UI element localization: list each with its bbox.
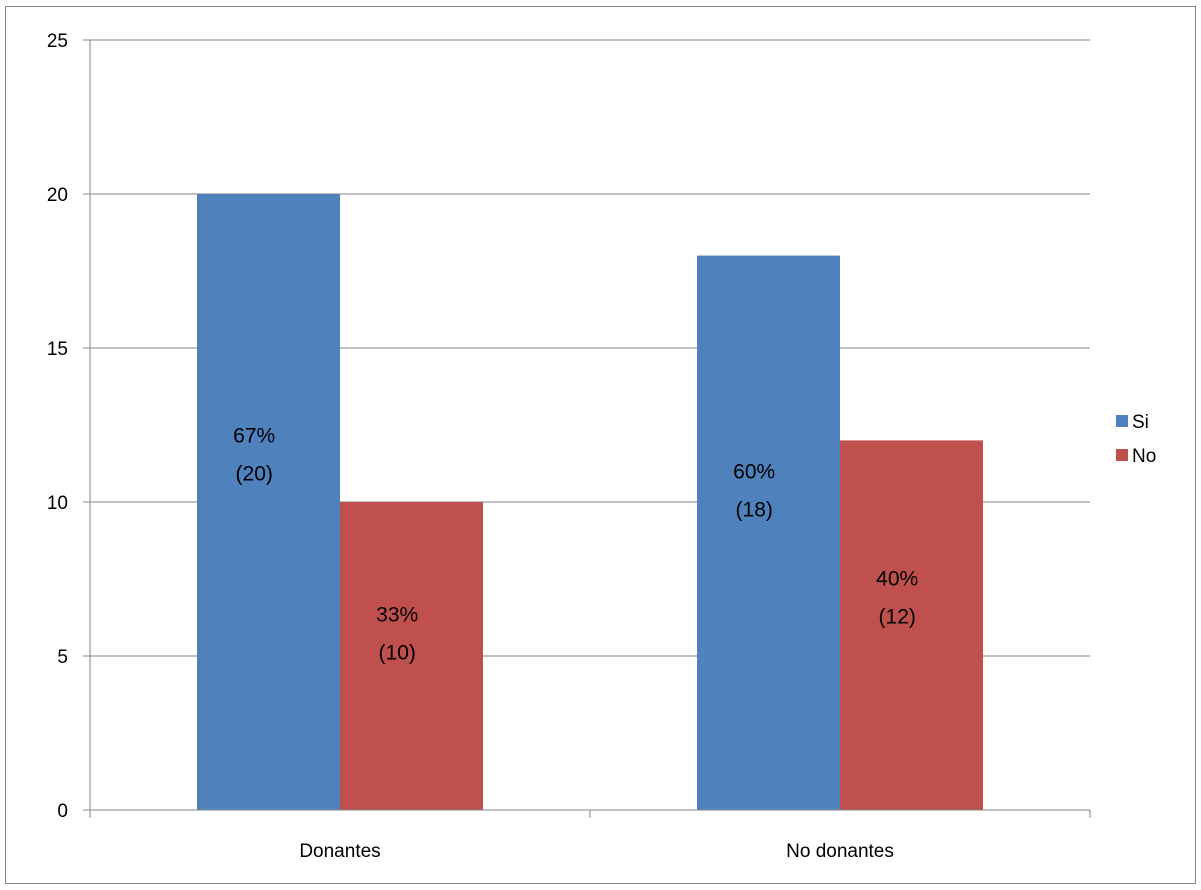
chart-frame: 0 5 10 15 20 25 Donantes No donantes 67% (20) 60%… [5, 6, 1196, 884]
data-label-count-si-0: (20) [236, 463, 273, 486]
legend-swatch-si [1116, 415, 1128, 427]
y-tick-label-20: 20 [47, 185, 68, 206]
bar-chart: 0 5 10 15 20 25 Donantes No donantes 67% (20) 60%… [47, 31, 1156, 862]
data-label-percent-no-0: 33% [376, 603, 418, 626]
data-label-percent-si-0: 67% [233, 425, 275, 448]
bars [197, 194, 983, 811]
legend-swatch-no [1116, 449, 1128, 461]
bar-si-no-donantes [697, 255, 840, 811]
bar-si-donantes [197, 194, 340, 810]
legend-label-no: No [1132, 446, 1156, 467]
y-tick-label-25: 25 [47, 31, 68, 52]
data-label-percent-si-1: 60% [733, 460, 775, 483]
data-labels: 67% (20) 60% (18) 33% (10) 40% (12) [233, 425, 918, 665]
legend: Si No [1116, 412, 1156, 467]
bar-no-no-donantes [840, 440, 983, 810]
data-label-count-no-1: (12) [879, 606, 916, 629]
bar-no-donantes [340, 502, 483, 810]
x-category-label-no-donantes: No donantes [786, 841, 894, 862]
x-category-label-donantes: Donantes [299, 841, 380, 862]
y-tick-label-10: 10 [47, 493, 68, 514]
y-tick-label-15: 15 [47, 339, 68, 360]
data-label-count-si-1: (18) [736, 498, 773, 521]
legend-label-si: Si [1132, 412, 1149, 433]
data-label-percent-no-1: 40% [876, 568, 918, 591]
axes: 0 5 10 15 20 25 Donantes No donantes [47, 31, 1091, 862]
y-tick-label-5: 5 [57, 647, 68, 668]
y-tick-label-0: 0 [57, 801, 68, 822]
data-label-count-no-0: (10) [379, 641, 416, 664]
